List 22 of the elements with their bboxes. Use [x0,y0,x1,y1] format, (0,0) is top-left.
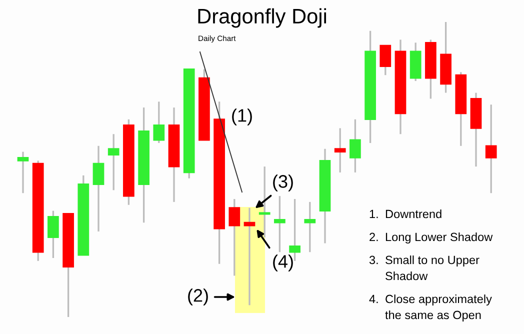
annotation: (4) [273,254,293,272]
annotation: 4. Close approximately the same as Open [369,294,492,322]
candlestick [304,201,316,253]
annotation: 2. Long Lower Shadow [370,232,493,244]
candlestick [244,207,256,306]
candlestick [485,104,497,194]
candlestick [334,127,346,174]
candlestick [380,44,392,76]
candlestick [350,118,361,174]
annotation: 3. Small to no Upper Shadow [369,255,480,280]
annotation: 1. Downtrend [370,209,442,218]
candlestick [108,133,120,191]
chart-title: Dragonfly Doji [198,8,326,28]
candlestick [48,210,59,259]
candlestick [153,100,165,144]
annotation: (1) [232,108,252,126]
candlestick [274,195,286,253]
candlestick [228,198,240,277]
candlestick [17,150,29,194]
annotation: (3) [273,174,293,192]
candlestick [92,145,104,232]
annotation: (2) [188,288,208,306]
